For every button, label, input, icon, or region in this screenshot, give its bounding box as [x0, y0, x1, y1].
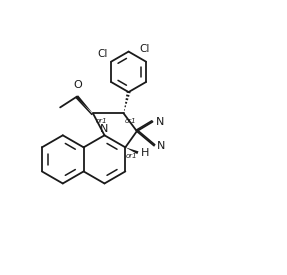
Text: H: H — [141, 148, 150, 158]
Polygon shape — [76, 95, 93, 113]
Text: Cl: Cl — [139, 44, 149, 54]
Text: Cl: Cl — [97, 49, 108, 59]
Text: or1: or1 — [126, 153, 137, 160]
Text: N: N — [100, 124, 109, 134]
Text: N: N — [156, 117, 164, 127]
Text: or1: or1 — [125, 118, 136, 124]
Text: O: O — [74, 81, 83, 90]
Polygon shape — [125, 147, 139, 154]
Text: or1: or1 — [95, 118, 107, 124]
Text: N: N — [157, 141, 166, 151]
